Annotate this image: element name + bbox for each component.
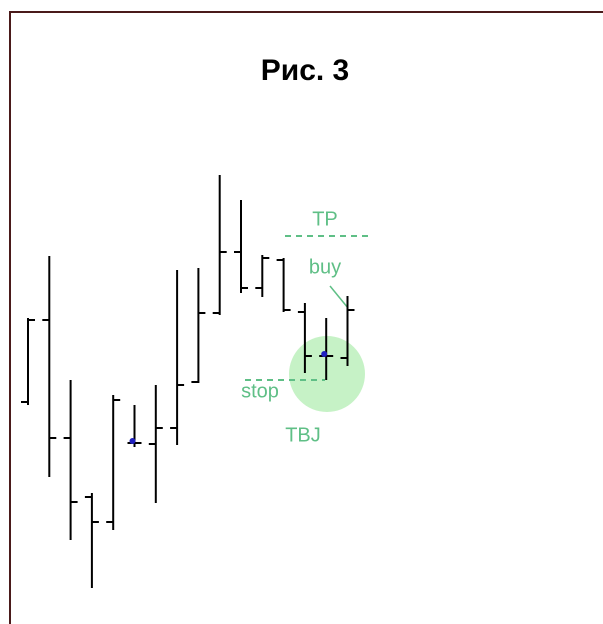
bars <box>21 175 355 588</box>
signal-dot <box>321 351 328 357</box>
chart-title: Рис. 3 <box>261 54 350 87</box>
stop-label: stop <box>241 380 279 402</box>
tp-label: TP <box>312 208 338 230</box>
buy-label: buy <box>309 256 341 278</box>
pattern-label: TBJ <box>285 424 321 446</box>
frame <box>9 11 603 624</box>
buy-pointer <box>329 285 349 309</box>
signal-dot <box>129 438 136 444</box>
